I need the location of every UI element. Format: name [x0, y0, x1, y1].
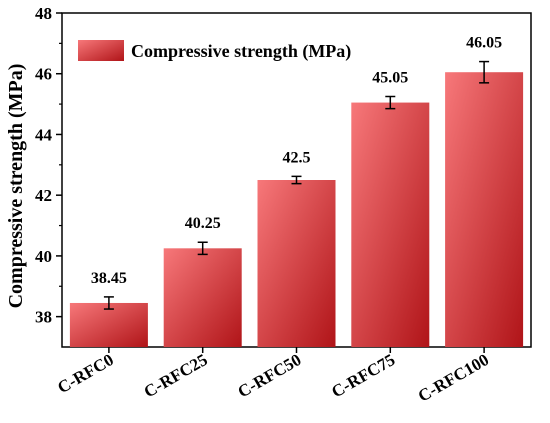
data-label: 46.05: [466, 35, 502, 52]
y-tick-label: 38: [35, 308, 52, 327]
legend-label: Compressive strength (MPa): [131, 41, 351, 62]
data-label: 38.45: [91, 270, 127, 287]
bar-series: [69, 72, 524, 347]
y-tick-label: 48: [35, 4, 52, 23]
bar: [163, 248, 242, 347]
legend-swatch: [78, 40, 124, 61]
y-axis-title: Compressive strength (MPa): [5, 64, 27, 309]
data-label: 42.5: [283, 149, 311, 166]
x-tick-label: C-RFC100: [415, 350, 492, 406]
y-tick-label: 42: [35, 186, 52, 205]
x-tick-label: C-RFC25: [141, 350, 211, 401]
x-tick-label: C-RFC50: [234, 350, 304, 401]
bar: [445, 72, 524, 347]
bar: [69, 302, 148, 347]
legend: Compressive strength (MPa): [78, 40, 351, 62]
bar: [257, 180, 336, 347]
y-tick-label: 44: [35, 125, 53, 144]
data-labels: 38.45 40.25 42.5 45.05 46.05: [91, 35, 502, 287]
x-tick-label: C-RFC0: [54, 350, 117, 397]
x-tick-label: C-RFC75: [328, 350, 398, 401]
data-label: 45.05: [372, 70, 408, 87]
y-tick-label: 46: [35, 65, 52, 84]
data-label: 40.25: [185, 215, 221, 232]
error-bars: [103, 60, 490, 310]
bar: [351, 102, 430, 347]
y-tick-label: 40: [35, 247, 52, 266]
